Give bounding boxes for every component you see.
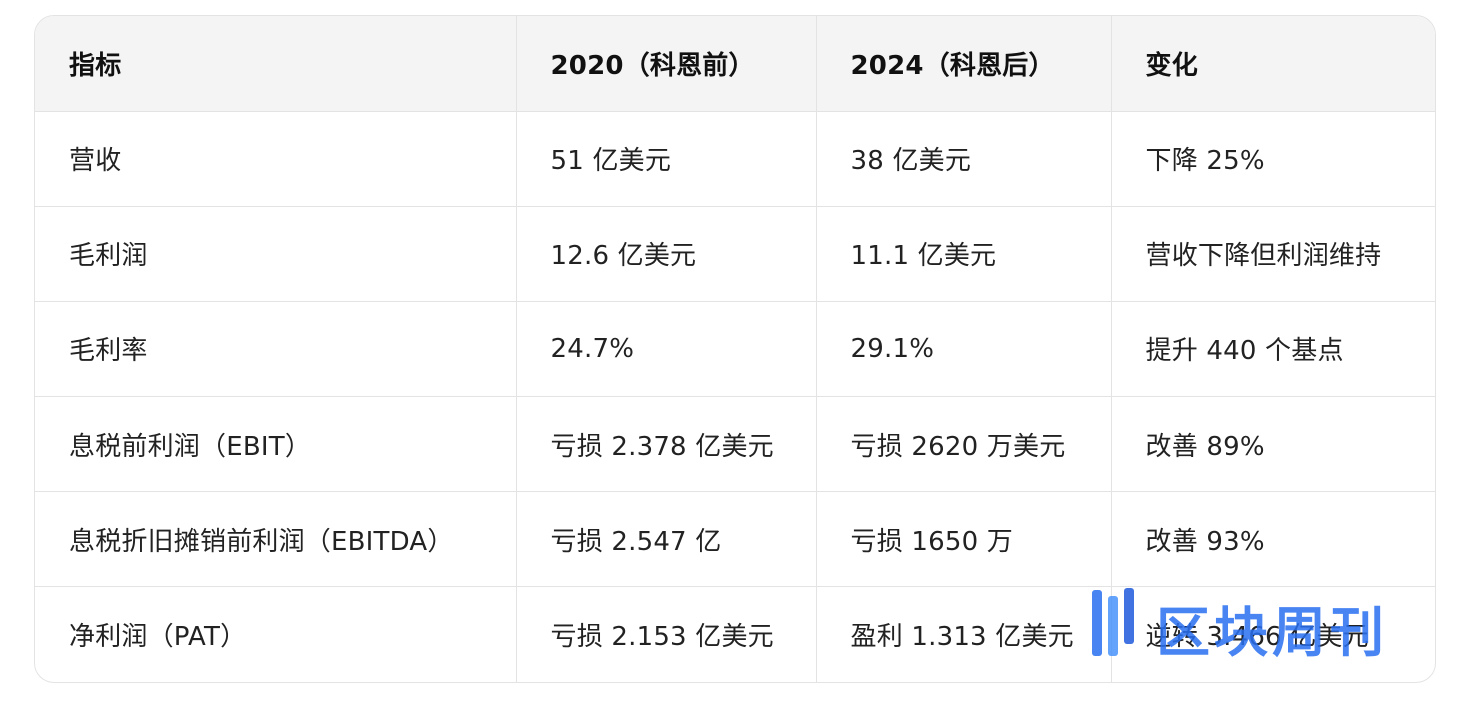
table-row: 息税折旧摊销前利润（EBITDA） 亏损 2.547 亿 亏损 1650 万 改… (35, 491, 1435, 588)
cell-2024: 29.1% (816, 301, 1112, 397)
cell-2024: 38 亿美元 (816, 111, 1112, 207)
table-row: 净利润（PAT） 亏损 2.153 亿美元 盈利 1.313 亿美元 逆转 3.… (35, 586, 1435, 682)
cell-change: 营收下降但利润维持 (1111, 206, 1435, 302)
header-row: 指标 2020（科恩前） 2024（科恩后） 变化 (35, 16, 1435, 112)
header-metric: 指标 (35, 16, 517, 112)
table-row: 毛利润 12.6 亿美元 11.1 亿美元 营收下降但利润维持 (35, 206, 1435, 302)
table-row: 营收 51 亿美元 38 亿美元 下降 25% (35, 111, 1435, 207)
cell-change: 提升 440 个基点 (1111, 301, 1435, 397)
cell-2020: 51 亿美元 (516, 111, 817, 207)
table-header: 指标 2020（科恩前） 2024（科恩后） 变化 (35, 16, 1435, 112)
table-body: 营收 51 亿美元 38 亿美元 下降 25% 毛利润 12.6 亿美元 11.… (35, 111, 1435, 682)
cell-2024: 盈利 1.313 亿美元 (816, 586, 1112, 682)
comparison-table-card: 指标 2020（科恩前） 2024（科恩后） 变化 营收 51 亿美元 38 亿… (34, 15, 1436, 683)
cell-2024: 亏损 1650 万 (816, 491, 1112, 588)
cell-2020: 12.6 亿美元 (516, 206, 817, 302)
header-change: 变化 (1111, 16, 1435, 112)
cell-2020: 亏损 2.378 亿美元 (516, 396, 817, 493)
cell-metric: 净利润（PAT） (35, 586, 517, 682)
cell-change: 改善 93% (1111, 491, 1435, 588)
cell-metric: 息税折旧摊销前利润（EBITDA） (35, 491, 517, 588)
cell-metric: 毛利润 (35, 206, 517, 302)
cell-2020: 24.7% (516, 301, 817, 397)
cell-change: 下降 25% (1111, 111, 1435, 207)
header-2024: 2024（科恩后） (816, 16, 1112, 112)
cell-metric: 营收 (35, 111, 517, 207)
cell-metric: 毛利率 (35, 301, 517, 397)
cell-2020: 亏损 2.547 亿 (516, 491, 817, 588)
cell-2020: 亏损 2.153 亿美元 (516, 586, 817, 682)
table-row: 息税前利润（EBIT） 亏损 2.378 亿美元 亏损 2620 万美元 改善 … (35, 396, 1435, 493)
header-2020: 2020（科恩前） (516, 16, 817, 112)
cell-metric: 息税前利润（EBIT） (35, 396, 517, 493)
cell-2024: 亏损 2620 万美元 (816, 396, 1112, 493)
cell-change: 改善 89% (1111, 396, 1435, 493)
cell-2024: 11.1 亿美元 (816, 206, 1112, 302)
table-row: 毛利率 24.7% 29.1% 提升 440 个基点 (35, 301, 1435, 397)
cell-change: 逆转 3.466 亿美元 (1145, 622, 1369, 653)
comparison-table: 指标 2020（科恩前） 2024（科恩后） 变化 营收 51 亿美元 38 亿… (35, 16, 1435, 682)
